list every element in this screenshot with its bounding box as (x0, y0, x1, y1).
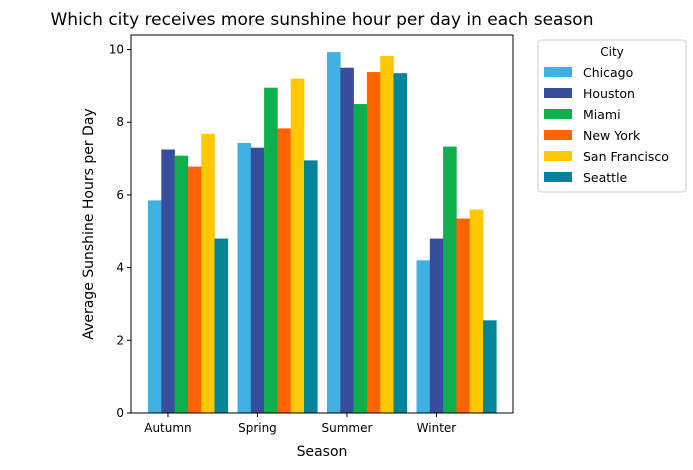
bar-san-francisco-summer (380, 56, 394, 413)
x-tick-label: Spring (238, 421, 277, 435)
x-axis-title: Season (297, 444, 348, 460)
bar-new-york-winter (456, 218, 470, 413)
legend-swatch (544, 88, 572, 98)
x-tick-label: Winter (417, 421, 457, 435)
y-tick-label: 6 (116, 188, 124, 202)
bar-miami-winter (443, 146, 457, 413)
bar-chicago-autumn (148, 200, 162, 414)
y-tick-label: 2 (116, 333, 124, 347)
y-tick-label: 4 (116, 261, 124, 275)
bar-chicago-spring (237, 142, 252, 413)
legend-label: Houston (583, 86, 635, 101)
legend-label: New York (583, 128, 641, 143)
legend-swatch (544, 130, 572, 140)
plot-frame (130, 34, 514, 414)
y-axis-ticks: 0 2 4 6 8 10 (109, 43, 131, 420)
y-axis-title: Average Sunshine Hours per Day (81, 108, 97, 339)
bar-san-francisco-spring (290, 78, 305, 414)
bar-seattle-winter (483, 320, 497, 413)
bar-houston-summer (340, 67, 354, 414)
x-tick-label: Autumn (144, 421, 191, 435)
bar-miami-summer (353, 104, 368, 413)
bar-seattle-autumn (214, 238, 229, 413)
y-tick-label: 10 (109, 43, 124, 57)
x-tick-label: Summer (321, 421, 372, 435)
legend-label: Seattle (583, 170, 628, 185)
bar-new-york-spring (277, 128, 291, 413)
bar-miami-autumn (174, 155, 189, 414)
bar-houston-spring (250, 147, 265, 414)
legend: City Chicago Houston Miami New York San Fran… (537, 39, 687, 193)
legend-swatch (544, 151, 572, 161)
bar-seattle-spring (304, 160, 318, 413)
legend-items: Chicago Houston Miami New York San Francisco… (544, 65, 669, 185)
chart-title: Which city receives more sunshine hour p… (51, 10, 594, 30)
bar-houston-winter (429, 238, 444, 413)
legend-label: Miami (583, 107, 621, 122)
bar-san-francisco-winter (469, 209, 484, 413)
bars-group (148, 52, 497, 414)
y-tick-label: 8 (116, 115, 124, 129)
y-tick-label: 0 (116, 406, 124, 420)
bar-san-francisco-autumn (201, 133, 215, 414)
legend-label: Chicago (583, 65, 633, 80)
legend-swatch (544, 67, 572, 77)
bar-new-york-summer (366, 72, 381, 413)
bar-chicago-winter (416, 260, 431, 413)
bar-new-york-autumn (187, 166, 202, 413)
legend-title: City (600, 45, 624, 59)
legend-swatch (544, 172, 572, 182)
bar-miami-spring (264, 87, 278, 413)
bar-chicago-summer (327, 52, 341, 413)
bar-houston-autumn (161, 149, 175, 414)
legend-swatch (544, 109, 572, 119)
bar-seattle-summer (393, 73, 408, 413)
legend-label: San Francisco (583, 149, 669, 164)
legend-box (537, 39, 687, 193)
x-axis-ticks: Autumn Spring Summer Winter (144, 413, 456, 435)
